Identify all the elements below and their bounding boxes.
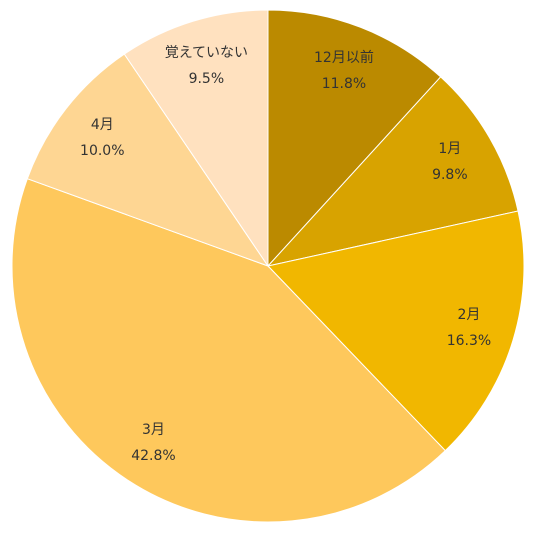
slice-value-label: 9.8% (432, 167, 468, 183)
slice-value-label: 16.3% (447, 333, 491, 349)
slice-category-label: 覚えていない (165, 45, 248, 61)
pie-slice (267, 9, 442, 268)
slice-value-label: 9.5% (189, 71, 225, 87)
pie-slice (266, 76, 519, 267)
pie-slice (123, 9, 269, 268)
pie-slice (26, 53, 270, 267)
slice-category-label: 12月以前 (314, 49, 374, 66)
slice-value-label: 11.8% (322, 76, 366, 92)
slice-category-label: 2月 (457, 307, 480, 323)
slice-value-label: 10.0% (80, 143, 124, 159)
slice-category-label: 3月 (142, 422, 165, 438)
slice-value-label: 42.8% (131, 448, 175, 464)
pie-slice (11, 178, 447, 523)
slice-category-label: 1月 (438, 141, 461, 157)
pie-slice (267, 210, 525, 452)
slice-category-label: 4月 (91, 117, 114, 133)
